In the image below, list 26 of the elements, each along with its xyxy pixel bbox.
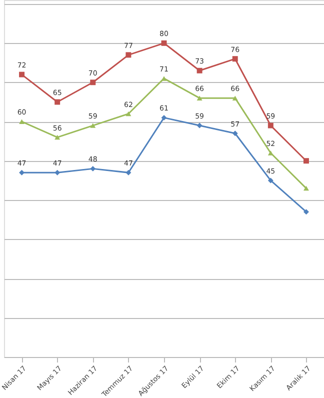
point bbox=[196, 68, 202, 74]
point bbox=[232, 56, 238, 62]
point bbox=[90, 123, 96, 128]
point bbox=[232, 130, 238, 136]
point bbox=[268, 122, 274, 128]
point bbox=[161, 76, 167, 81]
point bbox=[303, 186, 309, 191]
point bbox=[54, 134, 60, 140]
point bbox=[196, 122, 202, 128]
point bbox=[126, 111, 132, 116]
point bbox=[232, 96, 238, 100]
point bbox=[90, 80, 96, 86]
point bbox=[268, 178, 274, 184]
point bbox=[54, 170, 60, 176]
point bbox=[303, 158, 309, 164]
point bbox=[196, 96, 202, 100]
point bbox=[19, 119, 25, 124]
point bbox=[126, 52, 132, 58]
point bbox=[126, 170, 132, 176]
point bbox=[54, 99, 60, 105]
point bbox=[19, 72, 25, 78]
point bbox=[90, 166, 96, 172]
point bbox=[161, 114, 167, 120]
point bbox=[303, 209, 309, 215]
point bbox=[161, 40, 167, 46]
point bbox=[268, 150, 274, 156]
